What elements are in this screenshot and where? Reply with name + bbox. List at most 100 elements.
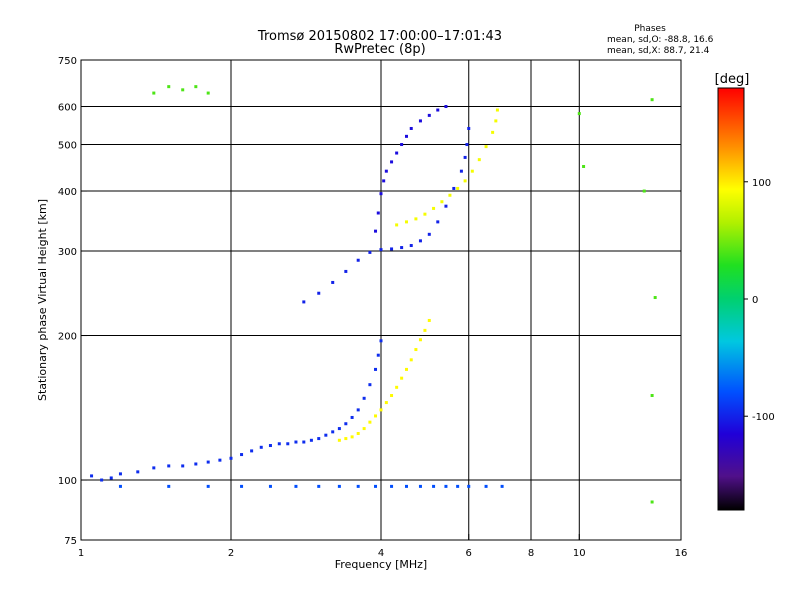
data-point xyxy=(400,246,404,250)
y-tick-label: 500 xyxy=(58,141,77,152)
data-point xyxy=(167,484,171,488)
data-point xyxy=(331,280,335,284)
data-point xyxy=(409,244,413,248)
stats-line-o: mean, sd,O: -88.8, 16.6 xyxy=(607,35,714,45)
x-ticks: 1 2 4 6 8 10 16 xyxy=(78,534,688,559)
data-point xyxy=(650,500,654,504)
data-point xyxy=(404,220,408,224)
data-point xyxy=(356,258,360,262)
data-point xyxy=(409,358,413,362)
data-point xyxy=(395,223,399,227)
data-point xyxy=(368,420,372,424)
data-point xyxy=(194,85,198,89)
data-point xyxy=(414,348,418,352)
data-point xyxy=(448,193,452,197)
data-point xyxy=(432,484,436,488)
y-tick-label: 300 xyxy=(58,247,77,258)
data-point xyxy=(90,474,94,478)
data-point xyxy=(317,291,321,295)
data-point xyxy=(418,119,422,123)
data-point xyxy=(136,470,140,474)
data-point xyxy=(404,484,408,488)
data-point xyxy=(331,430,335,434)
x-tick-label: 10 xyxy=(573,548,586,559)
data-point xyxy=(259,445,263,449)
data-point xyxy=(379,408,383,412)
x-tick-label: 1 xyxy=(78,548,84,559)
data-point xyxy=(465,143,469,147)
data-point xyxy=(467,484,471,488)
points-layer xyxy=(90,85,657,504)
data-point xyxy=(390,394,394,398)
data-point xyxy=(344,422,348,426)
data-point xyxy=(206,484,210,488)
y-ticks: 75 100 200 300 400 500 600 750 xyxy=(58,56,87,547)
data-point xyxy=(309,438,313,442)
data-point xyxy=(379,339,383,343)
data-point xyxy=(642,189,646,193)
data-point xyxy=(350,415,354,419)
chart-title-line2: RwPretec (8p) xyxy=(334,42,425,57)
data-point xyxy=(423,212,427,216)
data-point xyxy=(491,130,495,134)
x-tick-label: 16 xyxy=(675,548,688,559)
data-point xyxy=(240,453,244,457)
data-point xyxy=(374,414,378,418)
data-point xyxy=(653,296,657,300)
data-point xyxy=(368,250,372,254)
data-point xyxy=(463,155,467,159)
colorbar-label: [deg] xyxy=(715,72,750,87)
data-point xyxy=(436,220,440,224)
data-point xyxy=(100,478,104,482)
data-point xyxy=(384,169,388,173)
data-point xyxy=(470,169,474,173)
data-point xyxy=(277,442,281,446)
y-tick-label: 100 xyxy=(58,476,77,487)
data-point xyxy=(302,300,306,304)
data-point xyxy=(194,462,198,466)
data-point xyxy=(379,192,383,196)
data-point xyxy=(440,200,444,204)
data-point xyxy=(218,458,222,462)
data-point xyxy=(382,179,386,183)
data-point xyxy=(240,484,244,488)
data-point xyxy=(268,444,272,448)
y-tick-label: 200 xyxy=(58,332,77,343)
data-point xyxy=(376,211,380,215)
data-point xyxy=(356,408,360,412)
data-point xyxy=(427,232,431,236)
data-point xyxy=(206,91,210,95)
data-point xyxy=(152,91,156,95)
data-point xyxy=(477,158,481,162)
x-tick-label: 4 xyxy=(378,548,384,559)
data-point xyxy=(463,179,467,183)
data-point xyxy=(118,484,122,488)
data-point xyxy=(404,134,408,138)
data-point xyxy=(467,126,471,130)
data-point xyxy=(356,432,360,436)
data-point xyxy=(500,484,504,488)
data-point xyxy=(456,484,460,488)
grid-layer xyxy=(81,60,681,540)
data-point xyxy=(384,401,388,405)
data-point xyxy=(337,438,341,442)
data-point xyxy=(650,394,654,398)
data-point xyxy=(181,464,185,468)
data-point xyxy=(436,108,440,112)
data-point xyxy=(577,112,581,116)
data-point xyxy=(350,435,354,439)
stats-heading: Phases xyxy=(634,24,666,34)
data-point xyxy=(362,427,366,431)
data-point xyxy=(344,437,348,441)
stats-line-x: mean, sd,X: 88.7, 21.4 xyxy=(607,46,710,56)
y-tick-label: 400 xyxy=(58,187,77,198)
data-point xyxy=(268,484,272,488)
data-point xyxy=(374,229,378,233)
data-point xyxy=(286,442,290,446)
data-point xyxy=(376,353,380,357)
data-point xyxy=(118,472,122,476)
data-point xyxy=(459,169,463,173)
y-tick-label: 600 xyxy=(58,103,77,114)
data-point xyxy=(317,484,321,488)
